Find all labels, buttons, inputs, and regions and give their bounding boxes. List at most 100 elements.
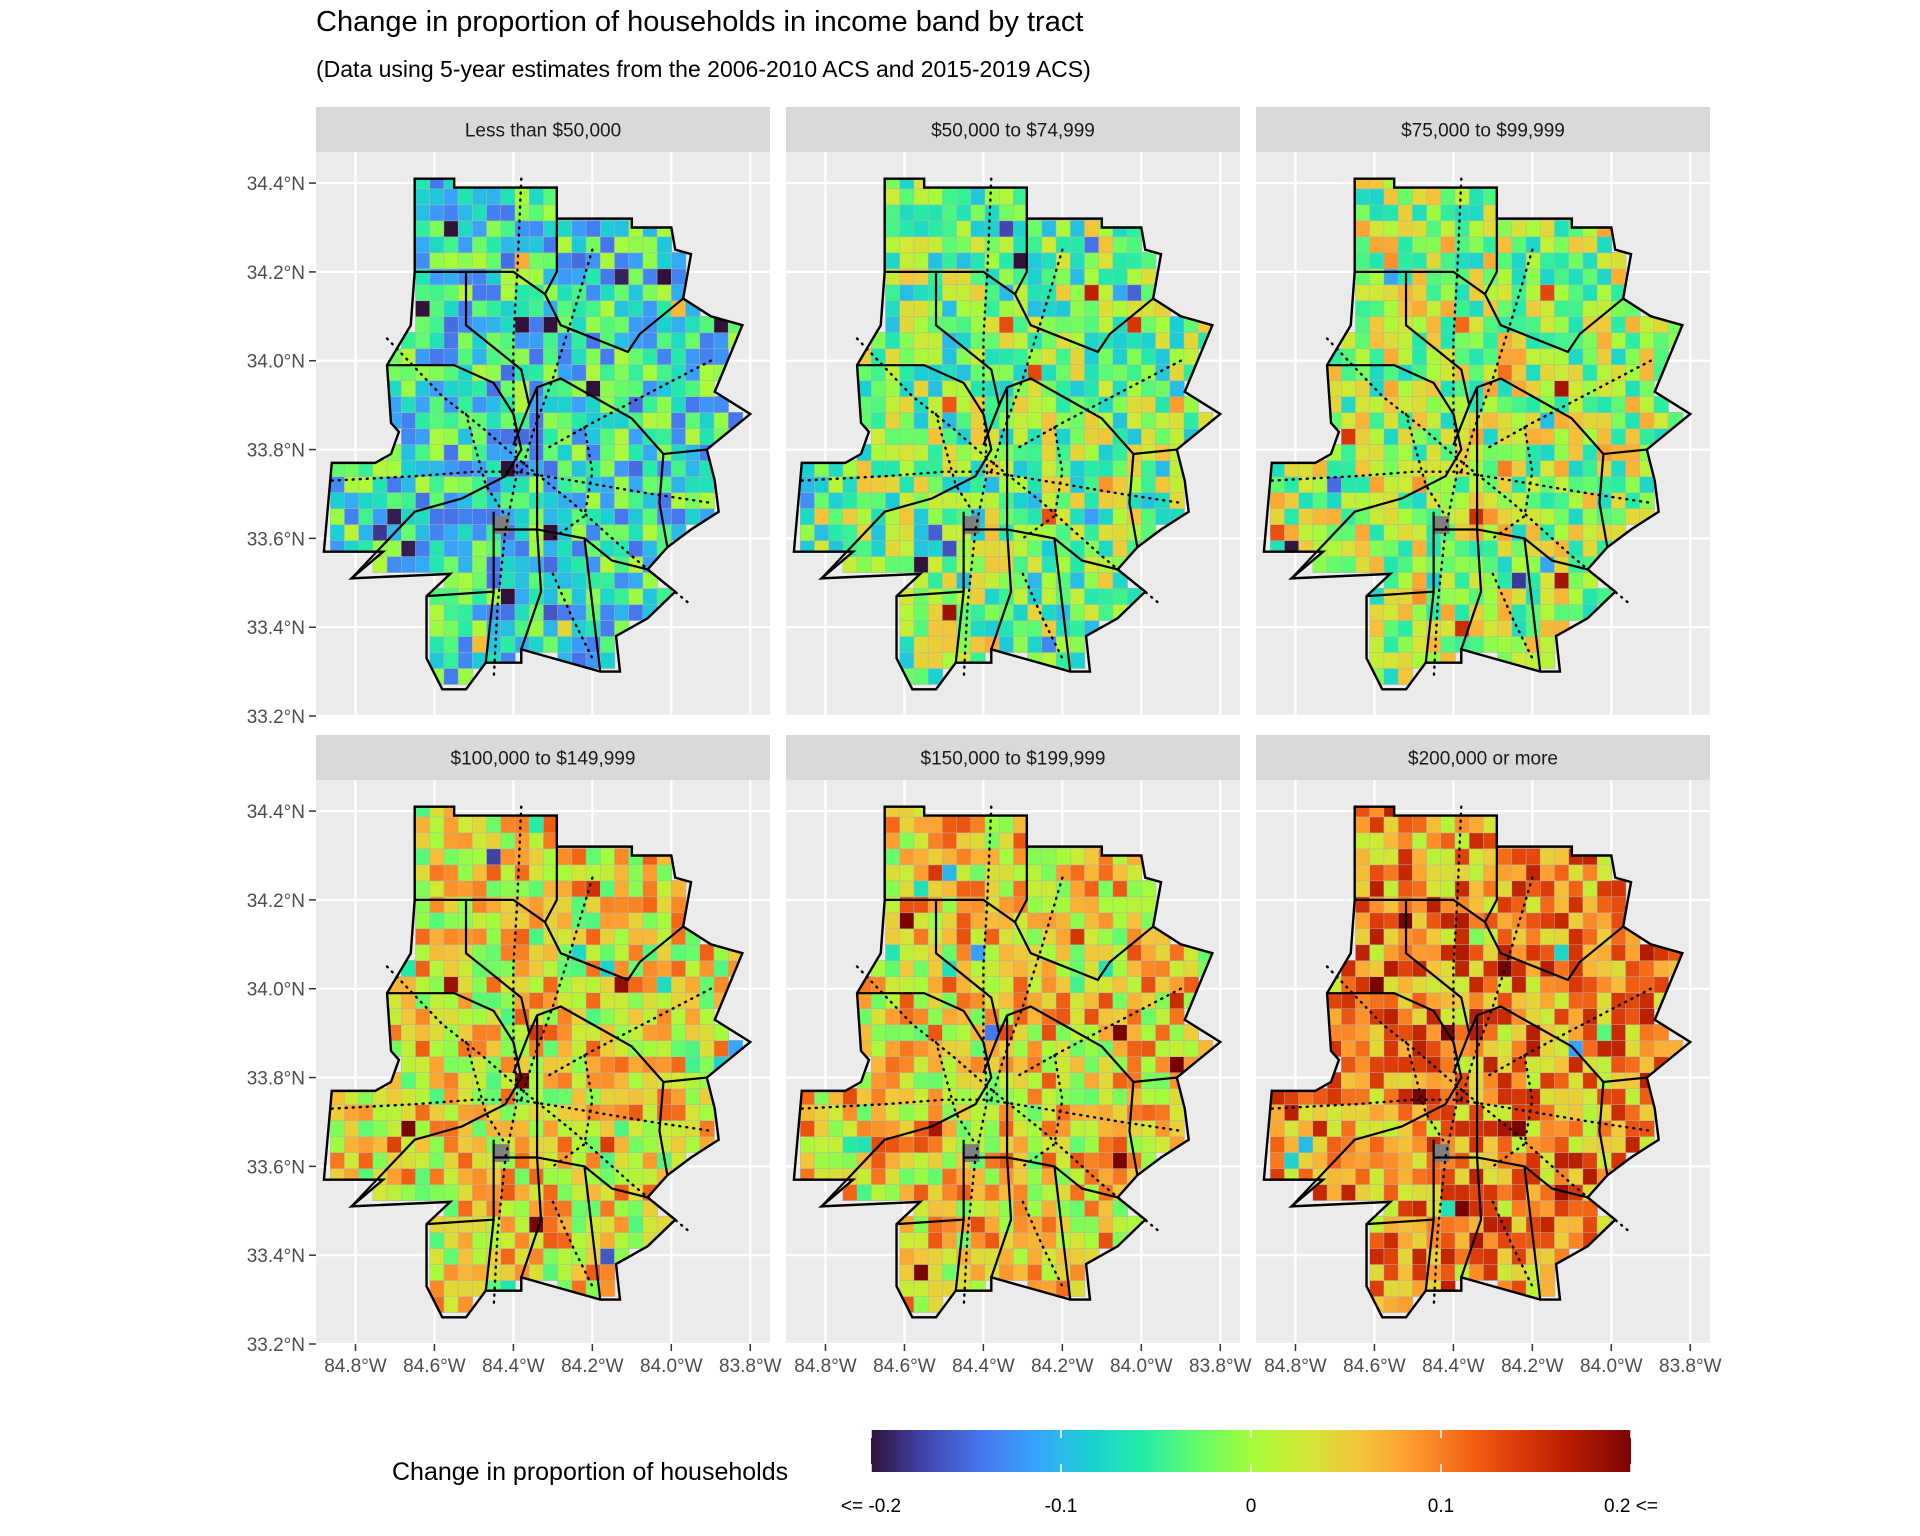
tract: [1098, 864, 1114, 882]
tract: [913, 252, 929, 270]
county-boundary: [954, 591, 965, 663]
tract: [642, 864, 658, 882]
tract: [842, 1119, 858, 1137]
tract: [842, 1135, 858, 1153]
tract: [429, 944, 445, 962]
tract: [571, 252, 587, 270]
tract: [927, 459, 944, 477]
tract: [799, 1103, 816, 1121]
tract: [1454, 1151, 1470, 1169]
tract: [885, 236, 901, 254]
tract: [500, 848, 516, 866]
tract: [528, 539, 545, 557]
tract: [571, 880, 587, 898]
tract: [1539, 1183, 1556, 1201]
tract: [1554, 523, 1570, 541]
tract: [1397, 1055, 1414, 1073]
tract: [1369, 619, 1385, 637]
tract: [1539, 364, 1556, 382]
tract: [1611, 1039, 1627, 1057]
tract: [970, 252, 986, 270]
tract: [656, 236, 673, 254]
tract: [1582, 396, 1598, 413]
tract: [984, 539, 1000, 557]
tract: [1084, 896, 1100, 914]
legend-title: Change in proportion of households: [392, 1458, 789, 1486]
tract: [599, 928, 616, 946]
tract: [1497, 284, 1513, 302]
tract: [1041, 284, 1057, 302]
tract: [1355, 1103, 1371, 1121]
tract: [1397, 459, 1414, 477]
tract: [998, 992, 1015, 1010]
tract: [1383, 816, 1399, 834]
figure-subtitle: (Data using 5-year estimates from the 20…: [316, 56, 1091, 82]
tract: [1397, 1215, 1414, 1233]
tract: [628, 1071, 644, 1089]
tract: [1155, 380, 1171, 398]
tract: [998, 364, 1015, 382]
highway-line: [1491, 1200, 1534, 1288]
tract: [1155, 1039, 1171, 1057]
tract: [1639, 411, 1655, 429]
tract: [699, 348, 715, 366]
tract: [1069, 603, 1086, 621]
tract: [486, 864, 502, 882]
tract: [386, 364, 403, 382]
tract: [1611, 896, 1627, 914]
tract: [500, 204, 516, 222]
highway-line: [543, 987, 712, 1079]
tract: [871, 976, 887, 994]
tract: [1027, 427, 1043, 445]
tract: [443, 188, 459, 206]
tract: [585, 268, 601, 286]
tract: [401, 348, 417, 366]
tract: [585, 252, 601, 270]
tract: [998, 928, 1015, 946]
tract: [1098, 1231, 1114, 1249]
tract: [927, 816, 944, 834]
tract: [1084, 1215, 1100, 1233]
tract: [913, 188, 929, 206]
tract: [970, 571, 986, 589]
tract: [1511, 1215, 1527, 1233]
tract: [1468, 236, 1485, 254]
y-tick-label: 33.2°N: [247, 1335, 305, 1356]
tract: [415, 960, 431, 978]
tract: [628, 252, 644, 270]
tract: [500, 1263, 516, 1281]
tract: [1497, 912, 1513, 930]
tract: [1112, 507, 1128, 525]
tract: [1525, 300, 1541, 318]
tract: [1596, 459, 1613, 477]
tract: [899, 944, 915, 962]
tract: [1341, 475, 1357, 493]
tract: [1341, 1087, 1357, 1105]
tract: [429, 816, 445, 834]
tract: [956, 204, 972, 222]
tract: [514, 928, 530, 946]
tract: [401, 992, 417, 1010]
tract: [1426, 188, 1442, 206]
tract: [372, 523, 388, 541]
tract: [614, 1103, 630, 1121]
tract: [1027, 1183, 1043, 1201]
county-boundary: [954, 1219, 965, 1291]
tract: [1554, 1087, 1570, 1105]
tract: [1383, 1247, 1399, 1265]
tract: [329, 507, 346, 525]
tract: [885, 992, 901, 1010]
y-tick-label: 34.4°N: [247, 802, 305, 823]
tract: [614, 507, 630, 525]
tract: [628, 348, 644, 366]
tract: [1511, 1024, 1527, 1041]
tract: [671, 1039, 687, 1057]
tract: [1369, 1183, 1385, 1201]
tract: [1568, 603, 1584, 621]
tract: [557, 587, 573, 605]
tract: [1126, 475, 1143, 493]
tract: [871, 348, 887, 366]
tract: [514, 332, 530, 350]
tract: [642, 459, 658, 477]
tract: [401, 1119, 417, 1137]
